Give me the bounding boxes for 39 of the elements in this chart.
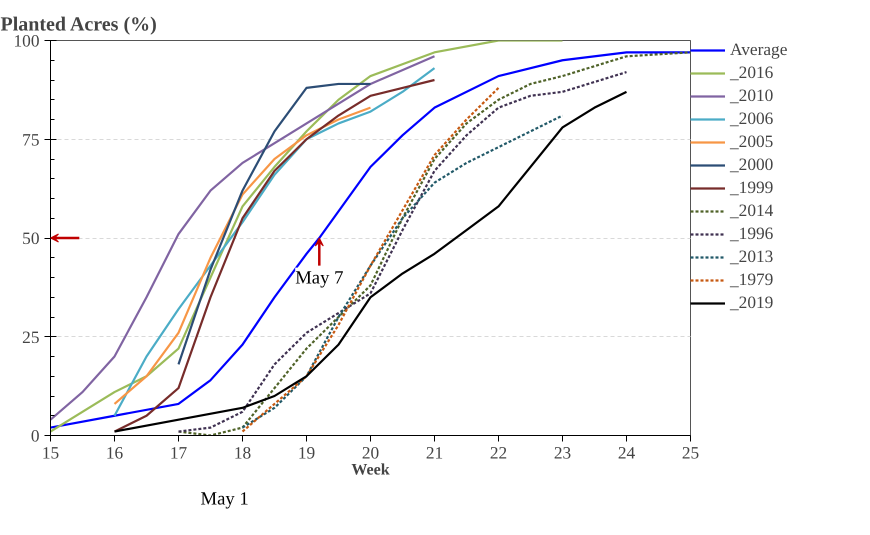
x-axis-title: Week [351, 462, 390, 478]
legend-label: _2006 [730, 109, 774, 129]
line-series [177, 82, 372, 366]
y-tick-label: 25 [22, 328, 40, 347]
x-tick-label: 21 [426, 444, 444, 462]
x-tick-label: 19 [298, 444, 316, 462]
legend-label: _1996 [730, 224, 774, 244]
x-tick-label: 16 [106, 444, 124, 462]
legend-label: _2016 [730, 63, 774, 83]
legend-label: _2005 [730, 132, 774, 152]
line-series [50, 55, 436, 421]
y-tick-label: 50 [22, 229, 40, 248]
line-series [241, 114, 564, 429]
annotation: May 7 [295, 268, 344, 289]
legend-label: _2000 [730, 155, 774, 175]
x-tick-label: 20 [362, 444, 380, 462]
x-tick-label: 18 [234, 444, 252, 462]
line-series [177, 51, 690, 436]
legend-label: _2010 [730, 86, 774, 106]
legend-label: _2014 [730, 201, 774, 221]
x-tick-label: 23 [554, 444, 572, 462]
x-tick-label: 17 [170, 444, 188, 462]
x-tick-label: 24 [618, 444, 636, 462]
line-series [50, 40, 564, 433]
legend-label: _1979 [730, 270, 774, 290]
x-tick-label: 22 [490, 444, 508, 462]
y-tick-label: 0 [30, 426, 40, 446]
line-series [113, 90, 628, 433]
legend-label: Average [730, 40, 788, 60]
line-series [241, 86, 500, 433]
text: May 1 [200, 488, 249, 510]
legend-label: _2019 [730, 293, 774, 313]
line-series [177, 71, 628, 433]
y-tick-label: 75 [22, 130, 40, 150]
legend-label: _2013 [730, 247, 774, 267]
x-tick-label: 15 [42, 444, 60, 462]
x-tick-label: 25 [682, 444, 700, 462]
line-series [113, 106, 372, 405]
legend-label: _1999 [730, 178, 774, 198]
